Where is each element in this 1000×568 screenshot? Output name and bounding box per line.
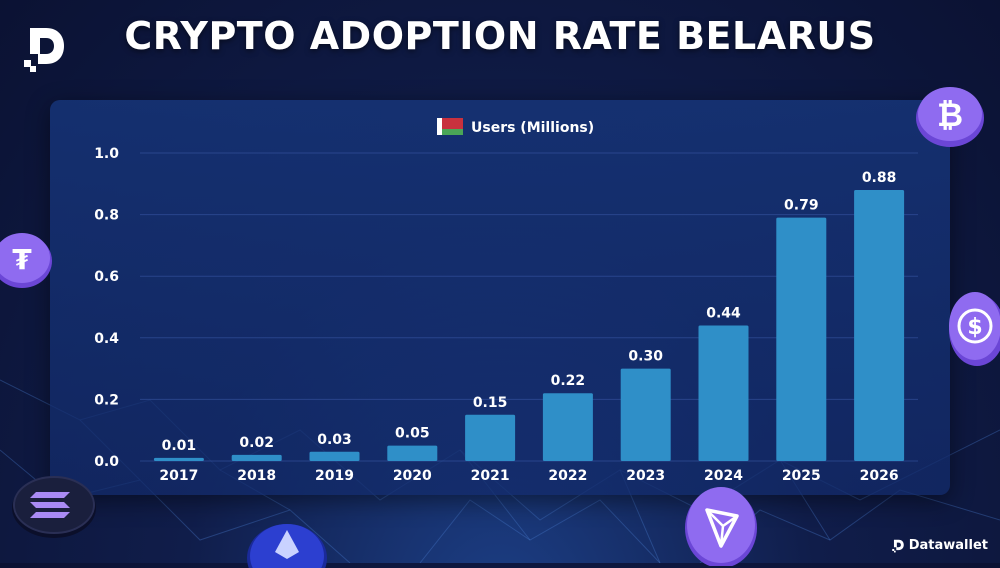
bar [231, 454, 282, 461]
svg-text:₿: ₿ [937, 96, 963, 134]
x-tick-label: 2019 [315, 468, 354, 484]
ethereum-coin-icon [247, 524, 327, 568]
bar-value-label: 0.15 [473, 395, 508, 411]
bar [153, 457, 204, 461]
bar-value-label: 0.30 [628, 349, 663, 365]
bitcoin-coin-icon: ₿ [916, 87, 984, 147]
belarus-flag-icon [437, 118, 463, 135]
svg-text:$: $ [967, 315, 982, 340]
brand-mark: Datawallet [891, 538, 988, 553]
bar-value-label: 0.02 [239, 435, 274, 451]
datawallet-logo-icon [24, 28, 64, 72]
svg-text:₮: ₮ [12, 243, 32, 276]
bar-value-label: 0.05 [395, 426, 430, 442]
page-title: CRYPTO ADOPTION RATE BELARUS [124, 14, 876, 58]
bar-value-label: 0.88 [862, 170, 897, 186]
x-tick-label: 2022 [548, 468, 587, 484]
chart-legend: Users (Millions) [437, 118, 594, 136]
bar [542, 393, 593, 461]
y-tick-label: 0.6 [94, 269, 119, 285]
x-tick-label: 2020 [393, 468, 432, 484]
y-axis: 0.0 0.2 0.4 0.6 0.8 1.0 [94, 146, 119, 470]
x-tick-label: 2018 [237, 468, 276, 484]
y-tick-label: 0.4 [94, 331, 119, 347]
x-tick-label: 2025 [782, 468, 821, 484]
bar [776, 217, 827, 461]
bar-value-label: 0.01 [162, 438, 197, 454]
tether-coin-icon: ₮ [0, 233, 52, 288]
y-tick-label: 0.2 [94, 392, 119, 408]
bar [309, 451, 360, 461]
y-tick-label: 0.0 [94, 454, 119, 470]
bar-chart: Users (Millions) 0.0 0.2 0.4 0.6 0.8 1.0 0.01… [94, 118, 918, 484]
usdc-coin-icon: $ [949, 292, 1000, 366]
solana-coin-icon [12, 476, 96, 538]
x-tick-label: 2017 [159, 468, 198, 484]
x-tick-label: 2026 [860, 468, 899, 484]
bar-value-label: 0.79 [784, 198, 819, 214]
bar-value-label: 0.44 [706, 305, 741, 321]
bars: 0.01 0.02 0.03 0.05 0.15 0.22 0.30 0.44 0.79 0.88 [153, 170, 905, 461]
x-tick-label: 2023 [626, 468, 665, 484]
x-tick-label: 2024 [704, 468, 743, 484]
y-tick-label: 1.0 [94, 146, 119, 162]
bar [854, 189, 905, 461]
y-tick-label: 0.8 [94, 208, 119, 224]
bar [465, 414, 516, 461]
bar [620, 368, 671, 461]
bar-value-label: 0.03 [317, 432, 352, 448]
x-axis: 2017 2018 2019 2020 2021 2022 2023 2024 2025 2026 [159, 468, 898, 484]
bar-value-label: 0.22 [551, 373, 586, 389]
bar [387, 445, 438, 461]
tron-coin-icon [685, 487, 757, 566]
legend-label: Users (Millions) [471, 120, 594, 136]
datawallet-logo-icon [891, 539, 904, 553]
bar [698, 325, 749, 461]
brand-name: Datawallet [908, 538, 988, 553]
x-tick-label: 2021 [471, 468, 510, 484]
